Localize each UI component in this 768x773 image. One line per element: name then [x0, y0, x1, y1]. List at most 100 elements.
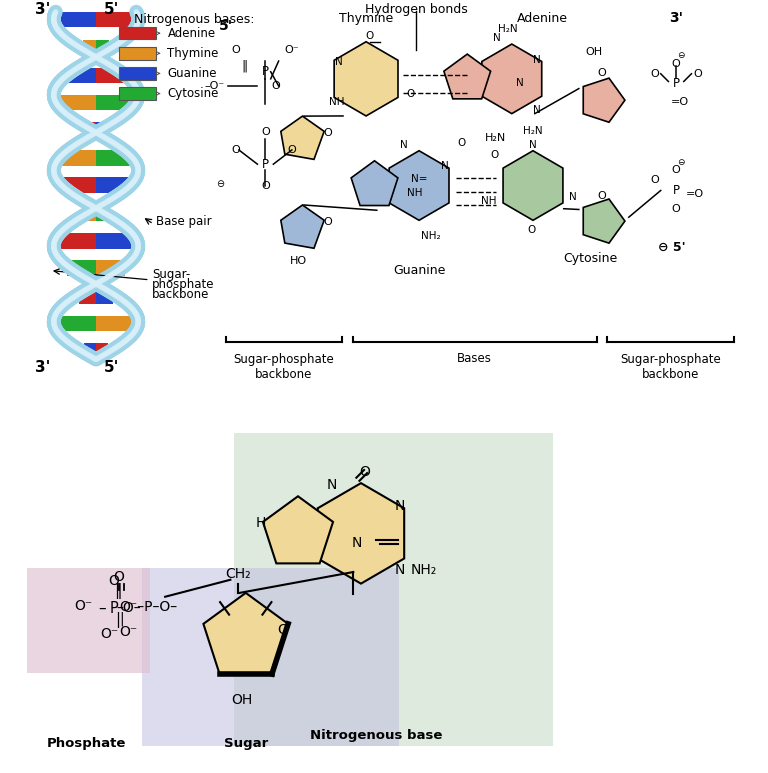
Polygon shape [583, 78, 625, 122]
Text: Guanine: Guanine [167, 67, 217, 80]
Text: =O: =O [686, 189, 704, 199]
Polygon shape [263, 496, 333, 564]
Text: –: – [98, 601, 106, 616]
Polygon shape [96, 316, 135, 332]
Text: 5': 5' [219, 19, 233, 32]
Text: Sugar-: Sugar- [152, 268, 190, 281]
Polygon shape [96, 12, 135, 27]
Text: N: N [326, 478, 337, 492]
FancyBboxPatch shape [119, 47, 156, 60]
Polygon shape [65, 177, 96, 192]
Text: H₂N: H₂N [485, 132, 507, 142]
FancyBboxPatch shape [142, 568, 399, 746]
Text: P: P [673, 184, 680, 197]
Text: N: N [400, 140, 408, 149]
Text: O: O [366, 31, 374, 40]
FancyBboxPatch shape [27, 568, 150, 673]
Text: Guanine: Guanine [393, 264, 445, 278]
Polygon shape [96, 39, 109, 55]
Text: Adenine: Adenine [167, 27, 216, 39]
Polygon shape [389, 151, 449, 220]
Text: O: O [287, 145, 296, 155]
Polygon shape [96, 343, 108, 359]
Text: –O–: –O– [117, 601, 141, 615]
Text: O: O [598, 192, 606, 201]
Polygon shape [96, 177, 127, 192]
Text: HO: HO [290, 256, 307, 266]
Text: O: O [650, 69, 659, 79]
Text: O: O [261, 128, 270, 137]
Text: N: N [533, 55, 541, 64]
Text: ⊖: ⊖ [217, 179, 224, 189]
Text: |: | [119, 611, 124, 625]
Polygon shape [84, 343, 96, 359]
Text: 3': 3' [669, 12, 683, 26]
Text: N: N [533, 105, 541, 114]
Text: Bases: Bases [457, 352, 492, 366]
Polygon shape [334, 42, 398, 116]
Text: H₂N: H₂N [498, 24, 518, 33]
FancyBboxPatch shape [119, 27, 156, 39]
Polygon shape [53, 94, 96, 110]
Text: Hydrogen bonds: Hydrogen bonds [365, 3, 468, 16]
Text: O⁻: O⁻ [119, 625, 137, 639]
Text: ⊖: ⊖ [677, 52, 684, 60]
Text: NH₂: NH₂ [411, 564, 437, 577]
Text: O: O [457, 138, 465, 148]
Text: Phosphate: Phosphate [46, 737, 126, 750]
Polygon shape [281, 116, 324, 159]
Polygon shape [96, 233, 141, 249]
Text: ⊖: ⊖ [677, 158, 684, 167]
Polygon shape [67, 261, 96, 276]
FancyBboxPatch shape [119, 67, 156, 80]
Polygon shape [84, 206, 96, 221]
Polygon shape [83, 39, 96, 55]
Text: H₂N: H₂N [523, 127, 543, 136]
Polygon shape [96, 67, 128, 83]
Text: O: O [491, 150, 498, 159]
Text: O: O [406, 90, 415, 99]
FancyBboxPatch shape [119, 87, 156, 100]
Text: N: N [352, 536, 362, 550]
Text: O: O [323, 128, 333, 138]
Text: O: O [672, 59, 680, 69]
Text: NH₂: NH₂ [421, 231, 440, 240]
Text: O⁻: O⁻ [285, 46, 300, 56]
Text: O: O [114, 570, 124, 584]
Text: NH: NH [329, 97, 345, 107]
Text: N: N [441, 162, 449, 171]
Text: N: N [336, 57, 343, 66]
Text: Nitrogenous base: Nitrogenous base [310, 730, 442, 742]
Text: N: N [394, 499, 405, 513]
Text: O: O [323, 217, 333, 227]
Polygon shape [444, 54, 491, 99]
Text: Base pair: Base pair [156, 216, 211, 228]
Text: O⁻–P–O–: O⁻–P–O– [119, 600, 177, 614]
Text: ‖: ‖ [241, 60, 247, 73]
Text: backbone: backbone [152, 288, 210, 301]
Text: O: O [359, 465, 370, 478]
Text: 3': 3' [35, 2, 50, 17]
Polygon shape [96, 150, 130, 165]
Polygon shape [351, 161, 398, 206]
Polygon shape [96, 206, 108, 221]
Text: =O: =O [670, 97, 689, 107]
Text: P: P [262, 158, 269, 171]
Text: N: N [492, 33, 500, 43]
Text: O: O [277, 623, 288, 637]
Text: CH₂: CH₂ [225, 567, 251, 581]
Text: P: P [673, 77, 680, 90]
Polygon shape [204, 593, 288, 674]
Text: O: O [108, 574, 119, 588]
Polygon shape [64, 67, 96, 83]
Text: O⁻: O⁻ [101, 627, 119, 641]
Text: O: O [272, 81, 280, 91]
Text: P: P [262, 65, 269, 78]
Polygon shape [57, 316, 96, 332]
Text: 5': 5' [104, 2, 119, 17]
Text: –O⁻: –O⁻ [205, 81, 225, 91]
Polygon shape [281, 205, 324, 248]
Text: phosphate: phosphate [152, 278, 214, 291]
Text: O: O [232, 145, 240, 155]
Text: N: N [394, 564, 405, 577]
